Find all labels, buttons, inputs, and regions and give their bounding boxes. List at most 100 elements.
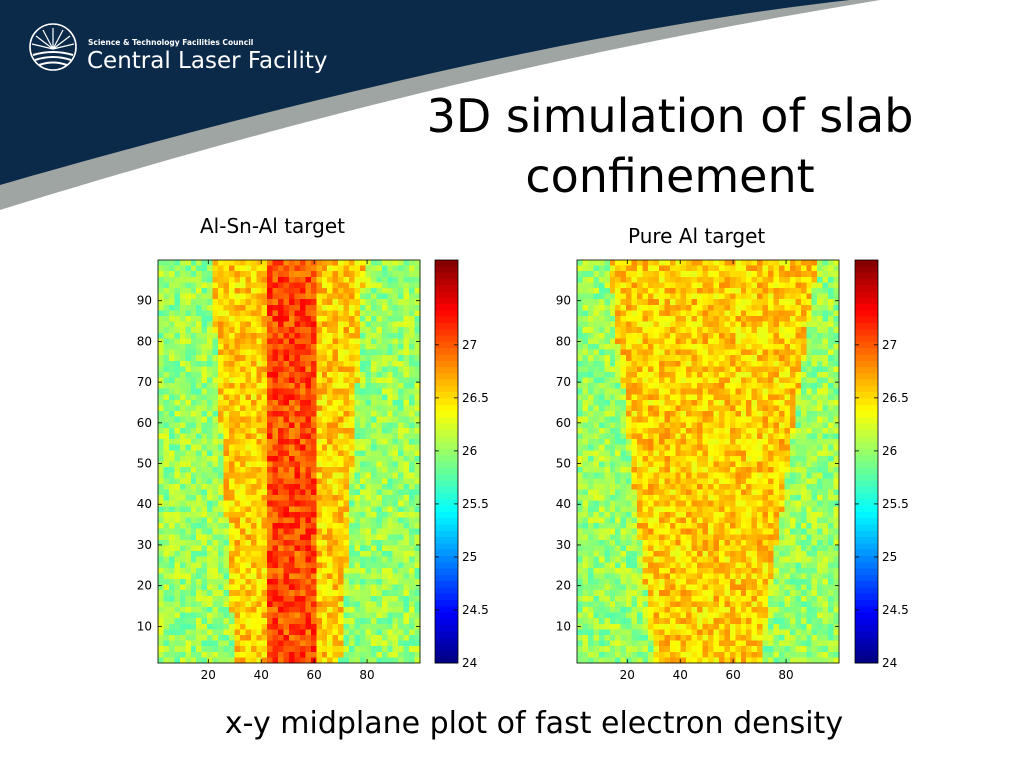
heatmap-cell bbox=[332, 612, 339, 619]
heatmap-cell bbox=[414, 562, 421, 569]
heatmap-cell bbox=[680, 371, 687, 379]
heatmap-cell bbox=[196, 623, 203, 631]
heatmap-cell bbox=[163, 517, 170, 524]
y-tick-label: 40 bbox=[137, 497, 152, 511]
heatmap-cell bbox=[338, 657, 345, 664]
heatmap-cell bbox=[332, 427, 339, 435]
heatmap-cell bbox=[751, 366, 758, 373]
heatmap-cell bbox=[316, 276, 323, 283]
heatmap-cell bbox=[735, 315, 742, 323]
heatmap-cell bbox=[163, 595, 170, 603]
heatmap-cell bbox=[158, 416, 165, 423]
heatmap-cell bbox=[669, 394, 676, 401]
heatmap-cell bbox=[168, 534, 175, 541]
heatmap-cell bbox=[349, 528, 356, 535]
heatmap-cell bbox=[365, 623, 372, 631]
heatmap-cell bbox=[409, 321, 416, 328]
heatmap-cell bbox=[278, 287, 285, 295]
heatmap-cell bbox=[272, 315, 279, 323]
heatmap-cell bbox=[817, 315, 824, 323]
heatmap-cell bbox=[343, 646, 350, 653]
heatmap-cell bbox=[196, 483, 203, 491]
heatmap-cell bbox=[598, 338, 605, 345]
heatmap-cell bbox=[593, 327, 600, 334]
heatmap-cell bbox=[354, 271, 361, 278]
heatmap-cell bbox=[784, 315, 791, 323]
heatmap-cell bbox=[387, 349, 394, 356]
heatmap-cell bbox=[196, 607, 203, 614]
heatmap-cell bbox=[261, 349, 268, 356]
heatmap-cell bbox=[207, 567, 214, 575]
heatmap-cell bbox=[724, 315, 731, 323]
heatmap-cell bbox=[218, 472, 225, 479]
heatmap-cell bbox=[414, 539, 421, 547]
heatmap-cell bbox=[327, 349, 334, 356]
heatmap-cell bbox=[604, 422, 611, 429]
heatmap-cell bbox=[387, 439, 394, 446]
heatmap-cell bbox=[354, 495, 361, 502]
heatmap-cell bbox=[223, 461, 230, 468]
heatmap-cell bbox=[828, 310, 835, 317]
heatmap-cell bbox=[713, 327, 720, 334]
heatmap-cell bbox=[789, 293, 796, 300]
heatmap-cell bbox=[179, 394, 186, 401]
heatmap-cell bbox=[359, 455, 367, 463]
heatmap-cell bbox=[604, 299, 611, 306]
heatmap-cell bbox=[256, 360, 263, 367]
heatmap-cell bbox=[310, 495, 317, 502]
heatmap-cell bbox=[190, 562, 197, 569]
heatmap-cell bbox=[179, 635, 186, 642]
heatmap-cell bbox=[223, 411, 230, 418]
heatmap-cell bbox=[223, 534, 230, 541]
heatmap-cell bbox=[294, 511, 301, 519]
heatmap-cell bbox=[234, 657, 241, 664]
heatmap-cell bbox=[327, 332, 334, 339]
heatmap-cell bbox=[305, 399, 312, 407]
heatmap-cell bbox=[316, 567, 323, 575]
heatmap-cell bbox=[615, 394, 622, 401]
heatmap-cell bbox=[228, 399, 236, 407]
heatmap-cell bbox=[398, 371, 405, 379]
heatmap-cell bbox=[321, 640, 328, 647]
heatmap-cell bbox=[376, 332, 383, 339]
heatmap-cell bbox=[414, 366, 421, 373]
heatmap-cell bbox=[751, 405, 758, 412]
heatmap-cell bbox=[196, 551, 203, 558]
heatmap-cell bbox=[387, 388, 394, 395]
heatmap-cell bbox=[647, 416, 655, 423]
heatmap-cell bbox=[724, 355, 731, 362]
heatmap-cell bbox=[338, 422, 345, 429]
heatmap-cell bbox=[305, 635, 312, 642]
heatmap-cell bbox=[294, 299, 301, 306]
heatmap-cell bbox=[185, 562, 192, 569]
heatmap-cell bbox=[168, 551, 175, 558]
heatmap-cell bbox=[196, 528, 203, 535]
heatmap-cell bbox=[403, 265, 410, 272]
heatmap-cell bbox=[283, 433, 290, 440]
heatmap-cell bbox=[327, 450, 334, 457]
heatmap-cell bbox=[332, 304, 339, 311]
heatmap-cell bbox=[327, 371, 334, 379]
heatmap-cell bbox=[387, 399, 394, 407]
heatmap-cell bbox=[278, 394, 285, 401]
heatmap-cell bbox=[637, 338, 644, 345]
heatmap-cell bbox=[359, 282, 367, 289]
heatmap-cell bbox=[294, 377, 301, 384]
heatmap-cell bbox=[316, 260, 323, 267]
heatmap-cell bbox=[392, 304, 399, 311]
heatmap-cell bbox=[359, 556, 367, 563]
heatmap-cell bbox=[207, 657, 214, 664]
heatmap-cell bbox=[359, 450, 367, 457]
heatmap-cell bbox=[702, 276, 709, 283]
heatmap-cell bbox=[806, 366, 813, 373]
heatmap-cell bbox=[637, 405, 644, 412]
heatmap-cell bbox=[686, 287, 693, 295]
heatmap-cell bbox=[398, 573, 405, 580]
heatmap-cell bbox=[299, 260, 306, 267]
heatmap-cell bbox=[343, 584, 350, 591]
heatmap-cell bbox=[631, 265, 638, 272]
heatmap-cell bbox=[817, 310, 824, 317]
heatmap-cell bbox=[609, 405, 616, 412]
heatmap-cell bbox=[278, 601, 285, 608]
heatmap-cell bbox=[609, 377, 616, 384]
